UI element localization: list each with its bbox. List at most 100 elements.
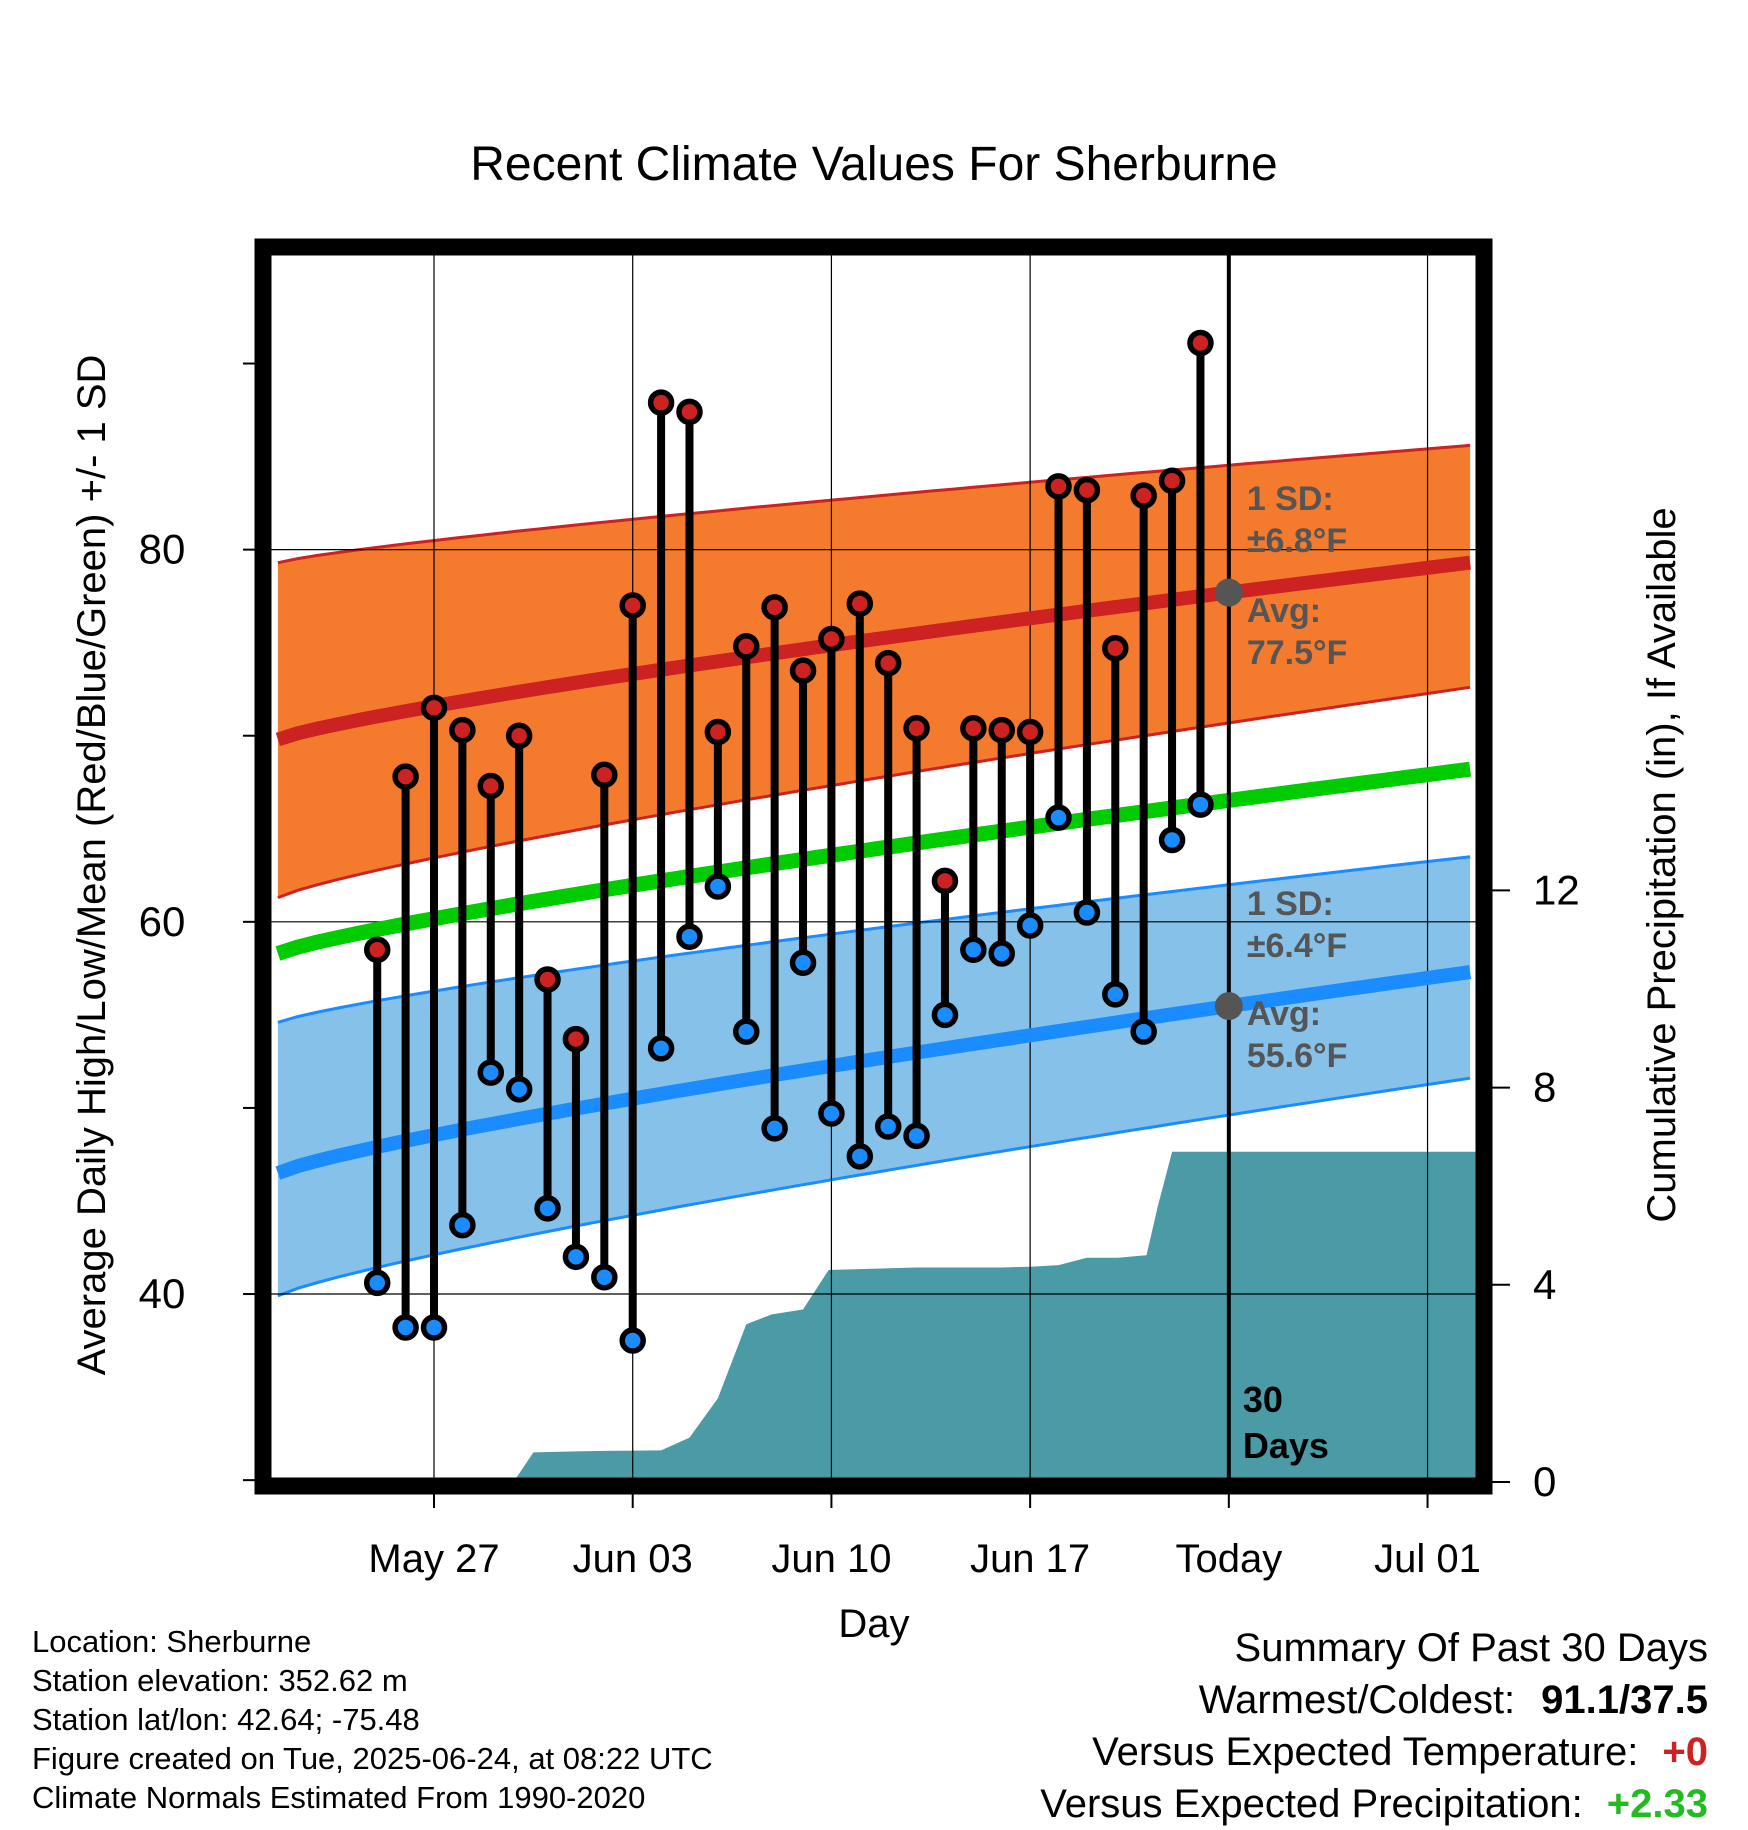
chart-labels: Recent Climate Values For Sherburne Day Av… — [70, 138, 1684, 1646]
today-low-avg-marker — [1214, 992, 1243, 1021]
daily-low-point — [392, 1314, 419, 1341]
daily-low-point — [1073, 899, 1101, 926]
daily-range-bars — [373, 343, 1205, 1341]
normal-low-line — [275, 965, 1472, 1180]
daily-high-point — [619, 592, 646, 619]
summary-temp-row: Versus Expected Temperature: +0 — [1040, 1726, 1708, 1778]
daily-low-point — [1187, 791, 1214, 818]
y2-axis-title: Cumulative Precipitation (in), If Availa… — [1640, 507, 1684, 1222]
low-sd-value: ±6.4°F — [1247, 927, 1347, 965]
daily-high-point — [1016, 718, 1044, 746]
annotations: 1 SD: ±6.8°F Avg: 77.5°F 1 SD: ±6.4°F Avg: 55.6… — [1214, 480, 1348, 1466]
y-axis-title: Average Daily High/Low/Mean (Red/Blue/Gr… — [70, 355, 114, 1376]
period-label-unit: Days — [1243, 1425, 1329, 1466]
daily-low-point — [733, 1018, 760, 1045]
summary-precip-row: Versus Expected Precipitation: +2.33 — [1040, 1778, 1708, 1830]
high-sd-band-upper-edge — [277, 443, 1471, 565]
daily-high-point — [562, 1025, 590, 1053]
daily-low-point — [761, 1115, 788, 1142]
chart-title: Recent Climate Values For Sherburne — [470, 138, 1278, 191]
daily-low-point — [449, 1211, 476, 1239]
latlon-text: Station lat/lon: 42.64; -75.48 — [32, 1702, 420, 1737]
y2-axis-tick-label: 8 — [1533, 1064, 1556, 1111]
daily-low-point — [988, 940, 1015, 967]
daily-high-point — [988, 716, 1015, 744]
high-avg-value: 77.5°F — [1247, 634, 1348, 672]
summary-title: Summary Of Past 30 Days — [1234, 1626, 1708, 1670]
created-text: Figure created on Tue, 2025-06-24, at 08… — [32, 1741, 713, 1776]
daily-low-point — [420, 1314, 448, 1341]
daily-high-point — [818, 625, 845, 653]
elevation-text: Station elevation: 352.62 m — [32, 1663, 408, 1698]
x-axis-tick-label: Jun 10 — [771, 1537, 891, 1581]
normal-lines — [275, 555, 1472, 1180]
summary-warm-cold-row: Warmest/Coldest: 91.1/37.5 — [1040, 1674, 1708, 1726]
low-sd-band-lower-edge — [277, 1076, 1471, 1298]
x-axis-tick-label: Jun 17 — [970, 1537, 1090, 1581]
daily-low-point — [874, 1113, 902, 1140]
daily-high-point — [1187, 329, 1214, 357]
daily-high-point — [704, 718, 732, 746]
high-sd-value: ±6.8°F — [1247, 522, 1347, 560]
daily-high-point — [789, 657, 817, 684]
daily-low-point — [1102, 981, 1129, 1008]
high-avg-label: Avg: — [1247, 592, 1321, 630]
daily-low-point — [534, 1195, 561, 1222]
daily-high-point — [1045, 473, 1072, 500]
daily-high-point — [1102, 635, 1129, 662]
plot-border — [254, 238, 1493, 1495]
daily-high-point — [931, 867, 959, 895]
station-info: Location: Sherburne Station elevation: 3… — [32, 1622, 713, 1817]
summary-panel: Summary Of Past 30 Days Warmest/Coldest:… — [1040, 1622, 1708, 1830]
low-avg-value: 55.6°F — [1247, 1037, 1348, 1075]
daily-low-point — [619, 1327, 646, 1354]
daily-high-point — [363, 936, 391, 963]
daily-low-point — [477, 1059, 505, 1086]
daily-low-point — [505, 1076, 533, 1103]
precip-area — [513, 1151, 1490, 1482]
daily-low-point — [818, 1100, 845, 1127]
daily-low-point — [960, 936, 987, 963]
daily-high-point — [1130, 482, 1157, 509]
daily-low-point — [1130, 1018, 1157, 1045]
period-label-number: 30 — [1243, 1379, 1283, 1420]
location-text: Location: Sherburne — [32, 1624, 312, 1659]
daily-high-point — [733, 633, 760, 660]
daily-low-point — [1016, 912, 1044, 939]
plot-frame — [254, 238, 1493, 1495]
daily-low-point — [1158, 826, 1186, 854]
daily-high-point — [1073, 476, 1101, 504]
y-axis-tick-label: 80 — [139, 526, 186, 573]
normal-high-line — [275, 555, 1471, 747]
daily-high-point — [449, 716, 476, 744]
precip-value: +2.33 — [1606, 1782, 1708, 1826]
daily-high-point — [846, 590, 874, 617]
today-high-avg-marker — [1214, 578, 1243, 607]
daily-low-point — [789, 949, 817, 977]
x-axis-title: Day — [838, 1602, 909, 1646]
axes: 40 60 80 0 4 8 12 May 27 Jun 03 Jun 10 Jun 17 Today… — [139, 362, 1580, 1581]
low-sd-band-upper-edge — [277, 855, 1471, 1024]
daily-high-point — [676, 398, 703, 426]
daily-high-point — [960, 715, 987, 742]
daily-high-point — [1158, 467, 1186, 495]
y-axis-tick-label: 60 — [139, 898, 186, 945]
daily-low-point — [704, 873, 732, 900]
daily-high-point — [505, 722, 533, 749]
daily-high-point — [647, 389, 675, 416]
precipitation-area — [513, 1151, 1490, 1482]
y2-axis-tick-label: 0 — [1533, 1458, 1556, 1505]
daily-low-point — [903, 1122, 930, 1150]
low-sd-label: 1 SD: — [1247, 885, 1334, 923]
x-axis-tick-label: Jul 01 — [1374, 1537, 1481, 1581]
daily-high-point — [761, 594, 788, 621]
normal-mean-line — [275, 761, 1472, 961]
daily-low-point — [591, 1264, 618, 1291]
daily-high-point — [534, 966, 561, 993]
daily-high-point — [874, 649, 902, 677]
daily-low-point — [1045, 804, 1072, 831]
high-sd-band-lower-edge — [277, 685, 1471, 900]
daily-points — [363, 329, 1214, 1354]
daily-high-point — [420, 694, 448, 722]
daily-low-point — [676, 923, 703, 950]
